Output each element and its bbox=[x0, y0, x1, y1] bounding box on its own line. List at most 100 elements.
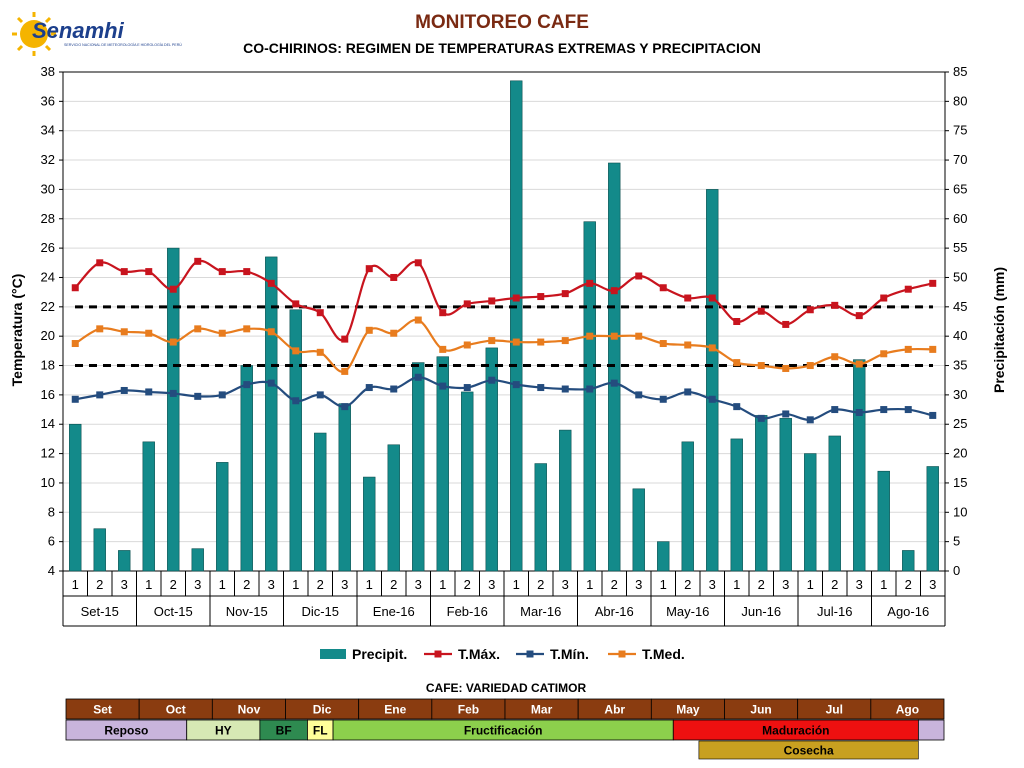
series-point-tmed bbox=[561, 337, 569, 345]
series-point-tmn bbox=[414, 373, 422, 381]
series-point-tmn bbox=[71, 395, 79, 403]
series-point-tmx bbox=[659, 284, 667, 292]
series-point-tmx bbox=[71, 284, 79, 292]
series-point-tmed bbox=[414, 316, 422, 324]
y2-tick-label: 35 bbox=[953, 358, 967, 373]
dekad-label: 3 bbox=[488, 577, 495, 592]
series-point-tmx bbox=[904, 285, 912, 293]
series-point-tmed bbox=[316, 348, 324, 356]
precip-bar bbox=[583, 221, 596, 572]
dekad-label: 1 bbox=[439, 577, 446, 592]
series-point-tmx bbox=[880, 294, 888, 302]
dekad-label: 3 bbox=[782, 577, 789, 592]
precip-bar bbox=[289, 309, 302, 572]
precip-bar bbox=[387, 444, 400, 572]
y2-tick-label: 0 bbox=[953, 563, 960, 578]
precip-bar bbox=[191, 548, 204, 572]
series-point-tmx bbox=[586, 279, 594, 287]
month-label: Jul-16 bbox=[817, 604, 852, 619]
y-tick-label: 24 bbox=[41, 269, 55, 284]
y-tick-label: 30 bbox=[41, 181, 55, 196]
series-point-tmx bbox=[757, 307, 765, 315]
month-label: Abr-16 bbox=[595, 604, 634, 619]
series-point-tmed bbox=[537, 338, 545, 346]
dekad-label: 2 bbox=[170, 577, 177, 592]
logo-subtext: SERVICIO NACIONAL DE METEOROLOGÍA E HIDR… bbox=[64, 42, 182, 47]
precip-bar bbox=[534, 463, 547, 572]
dekad-label: 1 bbox=[733, 577, 740, 592]
series-point-tmn bbox=[365, 384, 373, 392]
dekad-label: 2 bbox=[390, 577, 397, 592]
series-point-tmn bbox=[880, 406, 888, 414]
phenology-month-label: Mar bbox=[531, 703, 553, 717]
y-tick-label: 18 bbox=[41, 358, 55, 373]
phenology-stage-label: FL bbox=[313, 724, 328, 738]
series-line-tmn bbox=[75, 376, 934, 421]
series-point-tmn bbox=[243, 381, 251, 389]
series-point-tmn bbox=[194, 392, 202, 400]
y-tick-label: 22 bbox=[41, 299, 55, 314]
dekad-label: 1 bbox=[586, 577, 593, 592]
series-point-tmed bbox=[806, 362, 814, 370]
dekad-label: 2 bbox=[684, 577, 691, 592]
precip-bar bbox=[926, 466, 939, 572]
y-tick-label: 34 bbox=[41, 123, 55, 138]
series-point-tmed bbox=[488, 337, 496, 345]
month-label: May-16 bbox=[666, 604, 709, 619]
legend-marker-tmed bbox=[618, 650, 626, 658]
month-label: Oct-15 bbox=[154, 604, 193, 619]
series-point-tmn bbox=[635, 391, 643, 399]
y-tick-label: 20 bbox=[41, 328, 55, 343]
series-point-tmn bbox=[904, 406, 912, 414]
series-point-tmx bbox=[414, 259, 422, 267]
series-point-tmx bbox=[169, 285, 177, 293]
y-tick-label: 12 bbox=[41, 446, 55, 461]
dekad-label: 1 bbox=[72, 577, 79, 592]
precip-bar bbox=[338, 403, 351, 572]
precip-bar bbox=[559, 429, 572, 572]
series-point-tmx bbox=[512, 294, 520, 302]
series-point-tmn bbox=[537, 384, 545, 392]
series-point-tmn bbox=[292, 397, 300, 405]
precip-bar bbox=[779, 418, 792, 572]
month-label: Nov-15 bbox=[226, 604, 268, 619]
phenology-harvest-cell bbox=[698, 740, 919, 760]
series-point-tmx bbox=[316, 309, 324, 317]
precip-bar bbox=[265, 256, 278, 572]
dekad-label: 3 bbox=[929, 577, 936, 592]
month-label: Set-15 bbox=[81, 604, 119, 619]
phenology-harvest-label: Cosecha bbox=[784, 744, 834, 758]
chart-subtitle: CO-CHIRINOS: REGIMEN DE TEMPERATURAS EXT… bbox=[243, 40, 761, 56]
series-point-tmed bbox=[733, 359, 741, 367]
dekad-label: 2 bbox=[831, 577, 838, 592]
precip-bar bbox=[877, 470, 890, 572]
month-label: Mar-16 bbox=[520, 604, 561, 619]
series-point-tmed bbox=[120, 328, 128, 336]
precip-bar bbox=[632, 488, 645, 572]
series-point-tmed bbox=[463, 341, 471, 349]
series-point-tmx bbox=[561, 290, 569, 298]
phenology-month-label: Oct bbox=[166, 703, 186, 717]
phenology-month-label: Ago bbox=[896, 703, 919, 717]
series-point-tmx bbox=[488, 297, 496, 305]
y-tick-label: 16 bbox=[41, 387, 55, 402]
series-point-tmn bbox=[218, 391, 226, 399]
legend-label-precipit: Precipit. bbox=[352, 646, 407, 662]
series-point-tmx bbox=[610, 287, 618, 295]
dekad-label: 2 bbox=[758, 577, 765, 592]
y2-tick-label: 30 bbox=[953, 387, 967, 402]
precip-bar bbox=[461, 391, 474, 572]
precip-bar bbox=[118, 550, 131, 572]
series-point-tmx bbox=[855, 312, 863, 320]
dekad-label: 3 bbox=[562, 577, 569, 592]
series-point-tmed bbox=[365, 326, 373, 334]
phenology-stage-label: BF bbox=[276, 724, 292, 738]
y2-tick-label: 80 bbox=[953, 93, 967, 108]
series-point-tmx bbox=[341, 335, 349, 343]
y2-tick-label: 5 bbox=[953, 534, 960, 549]
series-point-tmn bbox=[929, 411, 937, 419]
series-point-tmn bbox=[463, 384, 471, 392]
dekad-label: 2 bbox=[905, 577, 912, 592]
series-point-tmed bbox=[929, 345, 937, 353]
phenology-title: CAFE: VARIEDAD CATIMOR bbox=[426, 681, 587, 695]
